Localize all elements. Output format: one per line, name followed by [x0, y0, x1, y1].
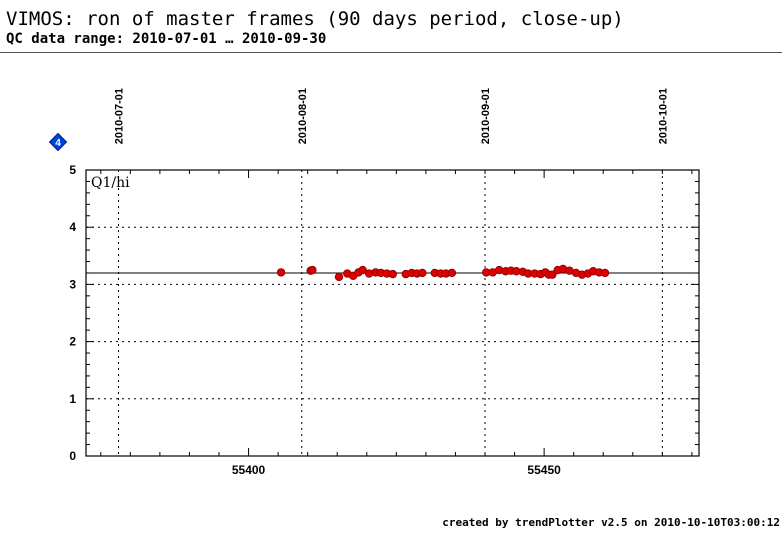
x-tick-label: 55450 — [527, 463, 561, 477]
axis-labels: 0 1 2 3 4 5 55400 55450 — [69, 163, 561, 477]
header-divider — [0, 52, 782, 53]
y-tick-label: 1 — [69, 392, 76, 406]
y-tick-label: 0 — [69, 449, 76, 463]
page-subtitle: QC data range: 2010-07-01 … 2010-09-30 — [6, 31, 327, 47]
data-point — [388, 269, 397, 279]
panel-label: Q1/hi — [91, 175, 130, 191]
data-point — [548, 270, 557, 279]
x-tick-label: 55400 — [232, 463, 266, 477]
chart-axes — [85, 169, 700, 457]
data-point — [334, 272, 344, 282]
date-label: 2010-10-01 — [657, 88, 669, 144]
y-tick-label: 5 — [69, 163, 76, 177]
date-label: 2010-07-01 — [114, 88, 126, 144]
grid-lines — [86, 226, 699, 400]
y-tick-label: 3 — [69, 277, 76, 291]
data-point — [308, 265, 317, 275]
plot-frame — [85, 169, 700, 457]
page-title: VIMOS: ron of master frames (90 days per… — [6, 8, 624, 30]
ron-scatter-chart: 2010-07-01 2010-08-01 2010-09-01 2010-10-01… — [48, 88, 700, 477]
data-point — [418, 268, 427, 278]
diamond-4-icon: 4 — [48, 132, 68, 152]
date-label: 2010-08-01 — [297, 88, 309, 144]
footer-credit: created by trendPlotter v2.5 on 2010-10-… — [442, 516, 780, 529]
date-label: 2010-09-01 — [480, 88, 492, 144]
data-point — [600, 268, 610, 278]
y-tick-label: 2 — [69, 335, 76, 349]
data-points — [276, 264, 610, 282]
data-point — [358, 265, 367, 275]
data-point — [447, 268, 457, 278]
diamond-4-label: 4 — [55, 138, 61, 149]
data-point — [276, 268, 286, 277]
date-markers: 2010-07-01 2010-08-01 2010-09-01 2010-10-01 — [114, 88, 669, 456]
y-tick-label: 4 — [69, 220, 76, 234]
